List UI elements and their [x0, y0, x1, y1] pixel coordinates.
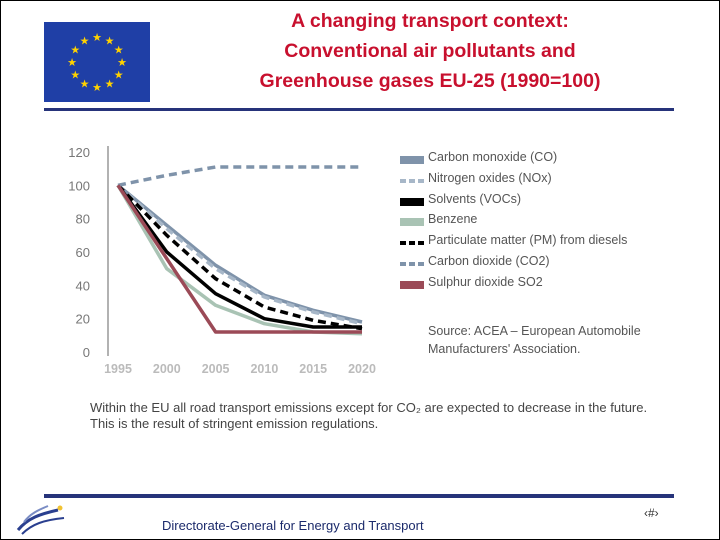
flag-star-icon: ★ [117, 56, 127, 69]
y-tick-label: 20 [76, 312, 90, 327]
y-tick-label: 80 [76, 212, 90, 227]
legend-swatch [400, 156, 424, 164]
flag-star-icon: ★ [114, 44, 124, 57]
legend-label: Solvents (VOCs) [428, 191, 522, 206]
legend-swatch [400, 218, 424, 227]
title-line-3: Greenhouse gases EU-25 (1990=100) [259, 70, 601, 92]
legend-label: Carbon dioxide (CO2) [428, 254, 550, 268]
series-line-5 [116, 184, 363, 331]
flag-star-icon: ★ [105, 78, 115, 91]
legend-swatch [400, 197, 424, 206]
emissions-line-chart: 0 20 40 60 80 100 120 1995 2000 2005 2010 2015 2020 [68, 145, 376, 376]
x-tick-label: 1995 [104, 362, 132, 376]
source-note: Source: ACEA – European Automobile Manuf… [428, 324, 641, 356]
legend-item: Particulate matter (PM) from diesels [400, 233, 700, 253]
legend-label: Carbon monoxide (CO) [428, 150, 558, 164]
dg-tren-logo-icon [16, 505, 65, 535]
eu-flag-stars-icon: ★ ★★★★★★★★★★★ [67, 31, 127, 94]
flag-star-icon: ★ [67, 56, 77, 69]
legend-item: Carbon dioxide (CO2) [400, 254, 700, 274]
flag-star-icon: ★ [70, 69, 80, 82]
flag-star-icon: ★ [80, 78, 90, 91]
flag-star-icon: ★ [114, 69, 124, 82]
slide-title: A changing transport context: Convention… [180, 6, 680, 96]
title-line-2: Conventional air pollutants and [284, 40, 576, 62]
legend-swatch [400, 280, 424, 289]
x-tick-label: 2005 [202, 362, 230, 376]
series-line-2 [116, 183, 363, 326]
legend-label: Nitrogen oxides (NOx) [428, 170, 552, 185]
x-tick-label: 2000 [153, 362, 181, 376]
legend-item: Solvents (VOCs) [400, 192, 700, 212]
series-line-6 [117, 165, 362, 188]
flag-star-icon: ★ [92, 31, 102, 44]
legend-swatch [400, 262, 424, 266]
legend-label: Benzene [428, 212, 478, 227]
y-tick-label: 60 [76, 245, 90, 260]
x-tick-label: 2010 [250, 362, 278, 376]
chart-caption: Within the EU all road transport emissio… [90, 400, 648, 431]
y-tick-label: 40 [76, 278, 90, 293]
legend-label: Particulate matter (PM) from diesels [428, 233, 628, 248]
flag-star-icon: ★ [80, 34, 90, 47]
eu-flag-logo: ★ ★ ★ ★ ★ ★ ★ ★ ★ ★ ★ ★ [44, 22, 150, 102]
footer-text: Directorate-General for Energy and Trans… [162, 518, 424, 533]
header-divider [44, 108, 674, 111]
flag-star-icon: ★ [92, 81, 102, 94]
legend-label: Sulphur dioxide SO2 [428, 274, 543, 289]
legend-swatch [400, 241, 424, 246]
flag-star-icon: ★ [105, 34, 115, 47]
x-tick-label: 2015 [299, 362, 327, 376]
footer-divider [44, 494, 674, 498]
legend-item: Carbon monoxide (CO) [400, 150, 700, 170]
y-tick-label: 120 [68, 145, 90, 160]
y-tick-label: 0 [83, 345, 90, 360]
x-tick-label: 2020 [348, 362, 376, 376]
y-tick-label: 100 [68, 178, 90, 193]
legend-item: Nitrogen oxides (NOx) [400, 171, 700, 191]
title-line-1: A changing transport context: [291, 10, 569, 32]
flag-star-icon: ★ [70, 44, 80, 57]
series-line-1 [116, 183, 363, 324]
legend-item: Sulphur dioxide SO2 [400, 275, 700, 295]
page-number: ‹#› [644, 506, 659, 520]
series-line-3 [116, 184, 362, 329]
legend-item: Benzene [400, 212, 700, 232]
legend-swatch [400, 178, 424, 183]
series-line-7 [116, 184, 362, 334]
